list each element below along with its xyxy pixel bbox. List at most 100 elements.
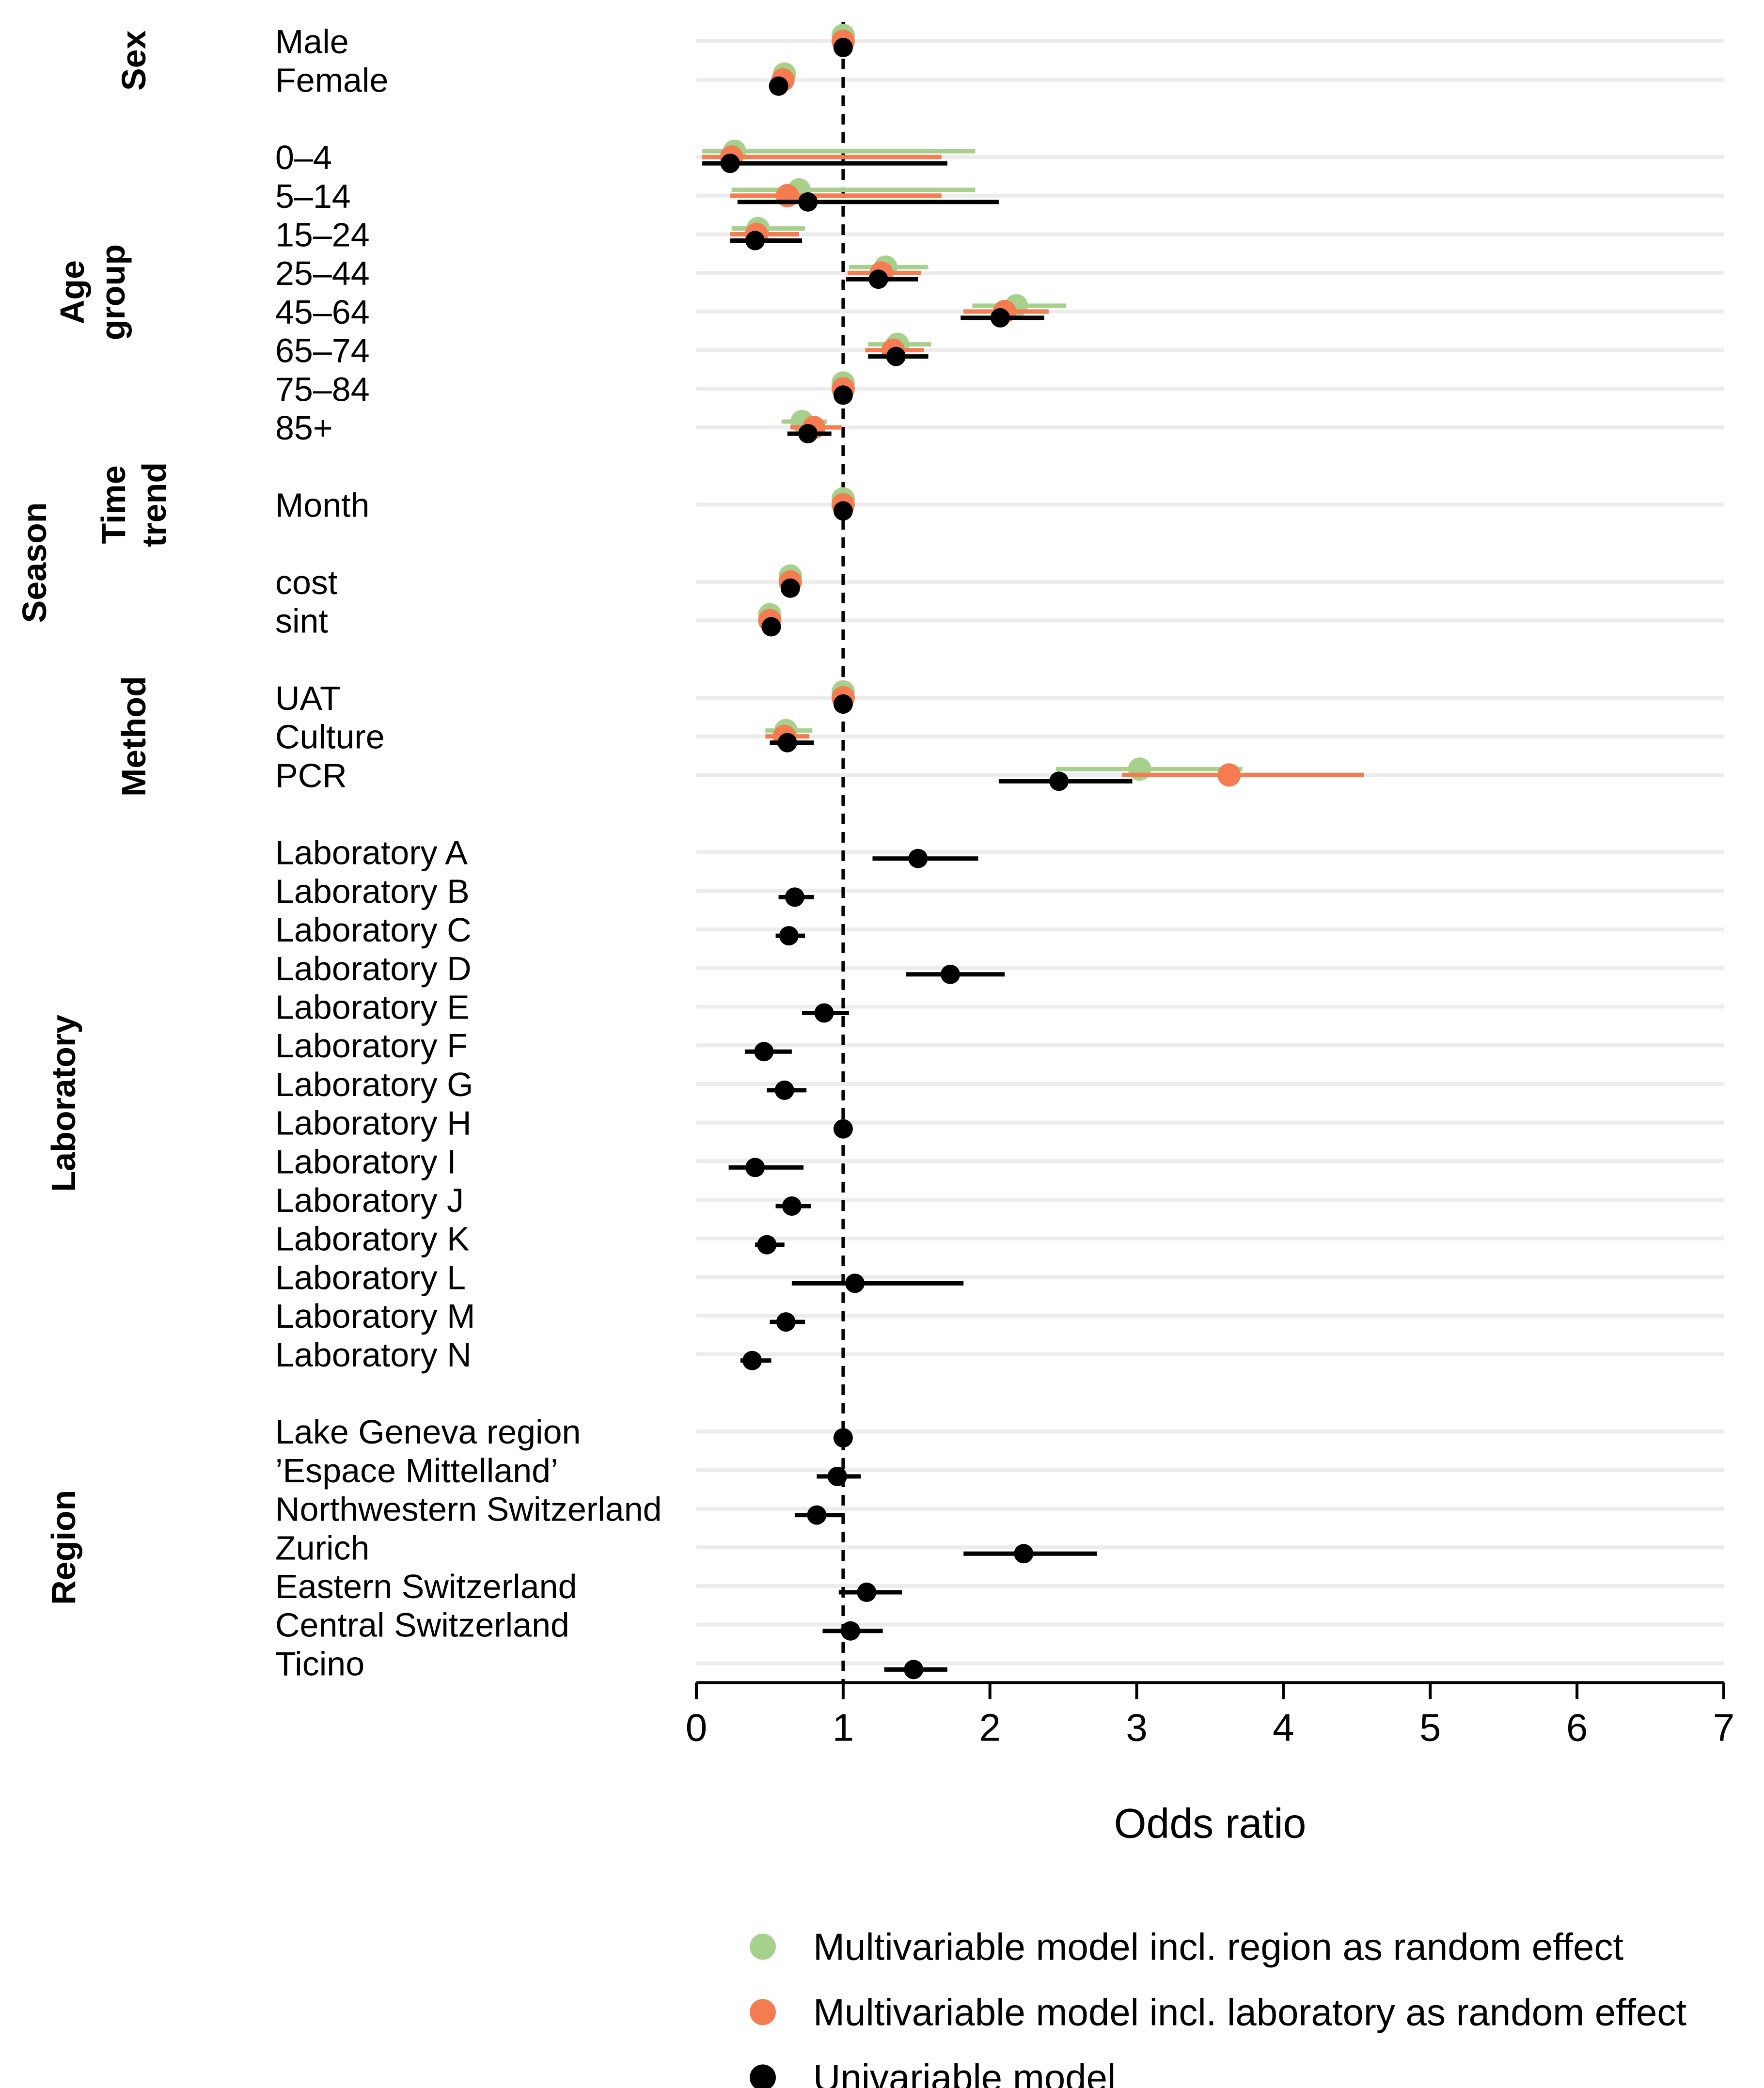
row-label: Laboratory L	[275, 1258, 466, 1296]
row-label: ’Espace Mittelland’	[275, 1452, 558, 1490]
uni-estimate-point	[990, 308, 1010, 328]
group-label: Agegroup	[53, 244, 132, 340]
uni-estimate-point	[904, 1660, 924, 1680]
group-label: Method	[115, 676, 153, 797]
uni-estimate-point	[886, 346, 906, 366]
row-label: 15–24	[275, 216, 370, 254]
x-tick-label: 1	[833, 1706, 854, 1749]
uni-estimate-point	[776, 1312, 796, 1332]
row-label: Laboratory I	[275, 1143, 457, 1180]
uni-estimate-point	[833, 501, 853, 521]
x-tick-label: 3	[1126, 1706, 1148, 1749]
group-label-line: trend	[135, 462, 173, 547]
row-label: Laboratory J	[275, 1181, 464, 1219]
x-tick-label: 0	[686, 1706, 708, 1749]
uni-estimate-point	[833, 694, 853, 714]
row-label: Laboratory H	[275, 1104, 472, 1142]
uni-estimate-point	[782, 1196, 802, 1216]
row-label: Central Switzerland	[275, 1606, 569, 1644]
row-label: Laboratory C	[275, 911, 472, 949]
group-label-line: group	[94, 244, 132, 340]
row-gridlines	[696, 39, 1724, 1665]
uni-estimate-point	[780, 578, 800, 598]
row-label: cost	[275, 564, 337, 601]
uni-estimate-point	[769, 76, 788, 96]
uni-estimate-point	[757, 1235, 777, 1255]
row-label: Laboratory F	[275, 1027, 468, 1065]
uni-estimate-point	[774, 1080, 794, 1100]
group-labels: Sex Agegroup Timetrend Method Laboratory Regi…	[16, 31, 173, 1605]
region-estimate-point	[1128, 757, 1151, 781]
uni-estimate-point	[742, 1350, 762, 1370]
uni-estimate-point	[908, 848, 928, 868]
row-label: 5–14	[275, 177, 351, 215]
row-label: Northwestern Switzerland	[275, 1491, 662, 1528]
uni-estimate-point	[777, 733, 797, 753]
legend-region-marker	[750, 1933, 776, 1960]
row-label: Month	[275, 486, 370, 524]
row-label: 85+	[275, 409, 333, 447]
row-label: Laboratory G	[275, 1066, 473, 1103]
legend-lab-label: Multivariable model incl. laboratory as …	[813, 1991, 1686, 2033]
uni-estimate-point	[761, 617, 781, 637]
legend-uni-label: Univariable model	[813, 2056, 1116, 2088]
uni-estimate-point	[779, 926, 799, 946]
uni-estimate-point	[868, 269, 888, 289]
legend-lab-marker	[750, 1999, 776, 2025]
x-tick-label: 7	[1713, 1706, 1735, 1749]
row-label: Laboratory B	[275, 872, 470, 910]
row-label: Laboratory E	[275, 989, 470, 1026]
uni-estimate-point	[827, 1466, 847, 1486]
uni-estimate-point	[745, 1158, 765, 1177]
lab-estimate-point	[1217, 763, 1241, 787]
legend-region-label: Multivariable model incl. region as rand…	[813, 1925, 1623, 1968]
legend: Multivariable model incl. region as rand…	[750, 1925, 1686, 2088]
x-tick-label: 6	[1566, 1706, 1588, 1749]
x-axis-title: Odds ratio	[1114, 1800, 1307, 1847]
row-label: Laboratory K	[275, 1220, 470, 1258]
x-axis: Odds ratio 0 1 2 3 4 5 6 7	[686, 1681, 1735, 1847]
uni-estimate-point	[798, 424, 818, 443]
uni-estimate-point	[845, 1273, 865, 1293]
x-tick-label: 2	[979, 1706, 1001, 1749]
uni-estimate-point	[1014, 1544, 1034, 1564]
uni-estimate-point	[807, 1505, 827, 1525]
legend-uni-marker	[750, 2064, 776, 2088]
group-label-line: Time	[94, 465, 132, 544]
row-label: Culture	[275, 718, 385, 756]
row-label: Laboratory M	[275, 1297, 475, 1335]
row-label: PCR	[275, 756, 347, 794]
uni-estimate-point	[785, 887, 804, 907]
uni-estimate-point	[814, 1003, 834, 1023]
row-label: Laboratory N	[275, 1336, 472, 1374]
row-label: 45–64	[275, 293, 370, 331]
group-label: Region	[45, 1490, 82, 1605]
estimate-marks	[702, 24, 1364, 1680]
row-label: 0–4	[275, 139, 332, 176]
row-label: Laboratory D	[275, 950, 472, 988]
row-label: Male	[275, 23, 349, 61]
x-tick-label: 4	[1273, 1706, 1294, 1749]
group-label: Laboratory	[45, 1015, 82, 1192]
uni-estimate-point	[857, 1583, 877, 1602]
row-label: Eastern Switzerland	[275, 1568, 577, 1605]
row-label: 65–74	[275, 332, 370, 370]
row-label: Female	[275, 62, 388, 99]
uni-estimate-point	[798, 192, 818, 212]
row-label: Laboratory A	[275, 834, 468, 872]
uni-estimate-point	[1049, 771, 1069, 791]
row-label: sint	[275, 602, 328, 640]
row-label: Zurich	[275, 1529, 369, 1567]
group-label: Sex	[115, 31, 153, 91]
uni-estimate-point	[745, 231, 765, 251]
uni-estimate-point	[754, 1042, 774, 1062]
row-label: 75–84	[275, 370, 370, 408]
uni-estimate-point	[833, 385, 853, 405]
uni-estimate-point	[720, 154, 740, 173]
row-label: Ticino	[275, 1645, 364, 1682]
uni-estimate-point	[833, 1119, 853, 1139]
row-label: Lake Geneva region	[275, 1413, 581, 1451]
group-label-line: Age	[53, 260, 91, 324]
group-label: Timetrend	[94, 462, 173, 547]
